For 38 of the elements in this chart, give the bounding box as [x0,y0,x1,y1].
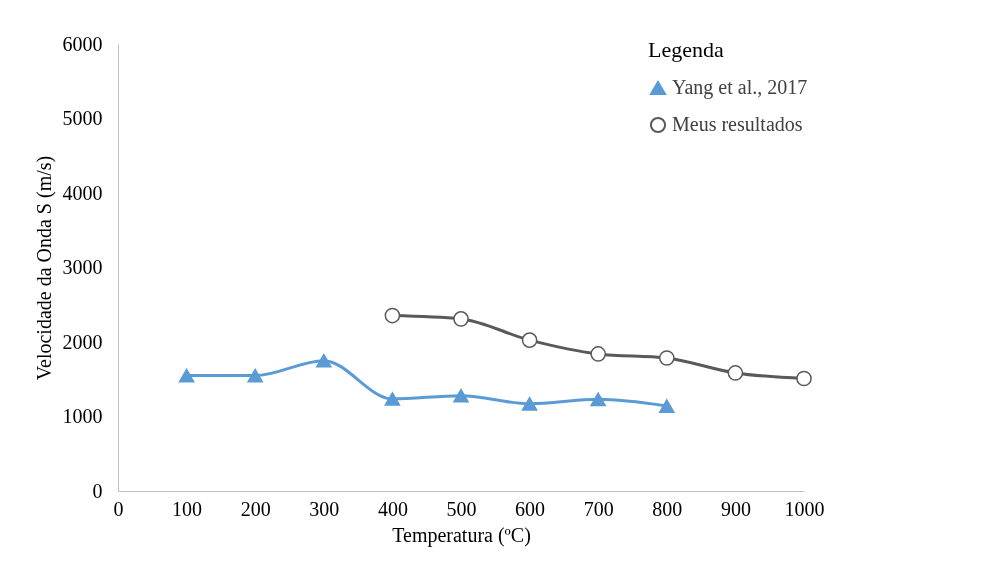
x-tick-label: 300 [309,497,340,520]
y-tick-label: 2000 [62,330,103,353]
legend-label: Meus resultados [672,113,803,135]
point [453,388,469,403]
legend-label: Yang et al., 2017 [672,76,808,99]
y-tick-label: 1000 [62,405,103,427]
x-tick-label: 800 [652,497,683,520]
x-tick-label: 400 [377,497,408,520]
point [796,370,812,387]
point [178,368,195,383]
point [590,346,607,362]
x-tick-label: 100 [172,497,203,520]
y-tick-label: 4000 [62,181,103,204]
x-tick-label: 900 [720,497,751,520]
point [727,365,744,381]
x-axis-title: Temperatura (ºC) [392,523,531,547]
point [521,332,538,348]
point [521,396,538,411]
point [384,392,401,406]
x-tick-label: 200 [240,497,271,520]
y-tick-label: 0 [92,479,103,502]
point [247,368,264,383]
point [453,311,469,327]
point [315,353,332,368]
point [590,392,607,407]
y-tick-label: 5000 [62,107,103,129]
y-axis-title: Velocidade da Onda S (m/s) [32,155,56,381]
x-tick-label: 600 [515,497,546,520]
x-tick-label: 700 [583,497,614,520]
x-tick-label: 0 [113,497,124,520]
point [384,307,401,324]
point [658,350,675,366]
x-tick-label: 1000 [784,497,825,520]
y-tick-label: 6000 [62,32,103,55]
point [658,399,675,413]
x-tick-label: 500 [446,497,477,520]
y-tick-label: 3000 [62,256,103,278]
legend-title: Legenda [648,37,724,62]
